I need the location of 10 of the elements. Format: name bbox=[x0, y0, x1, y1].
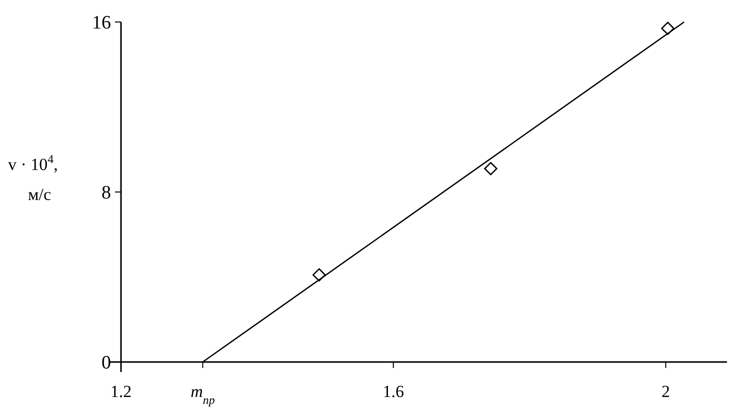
y-axis-title: v · 10$^{4}$, м/с bbox=[8, 152, 58, 204]
x-tick-label: 1.2 bbox=[110, 382, 132, 401]
x-tick-label: 2 bbox=[661, 382, 670, 401]
y-tick-label: 0 bbox=[102, 352, 111, 374]
x-tick-label: 1.6 bbox=[382, 382, 404, 401]
point bbox=[484, 162, 498, 176]
y-tick-label: 8 bbox=[102, 182, 111, 204]
x-tick-label: m$_{пр}$ bbox=[190, 382, 215, 407]
point bbox=[661, 22, 674, 36]
y-tick-label: 16 bbox=[92, 12, 111, 34]
